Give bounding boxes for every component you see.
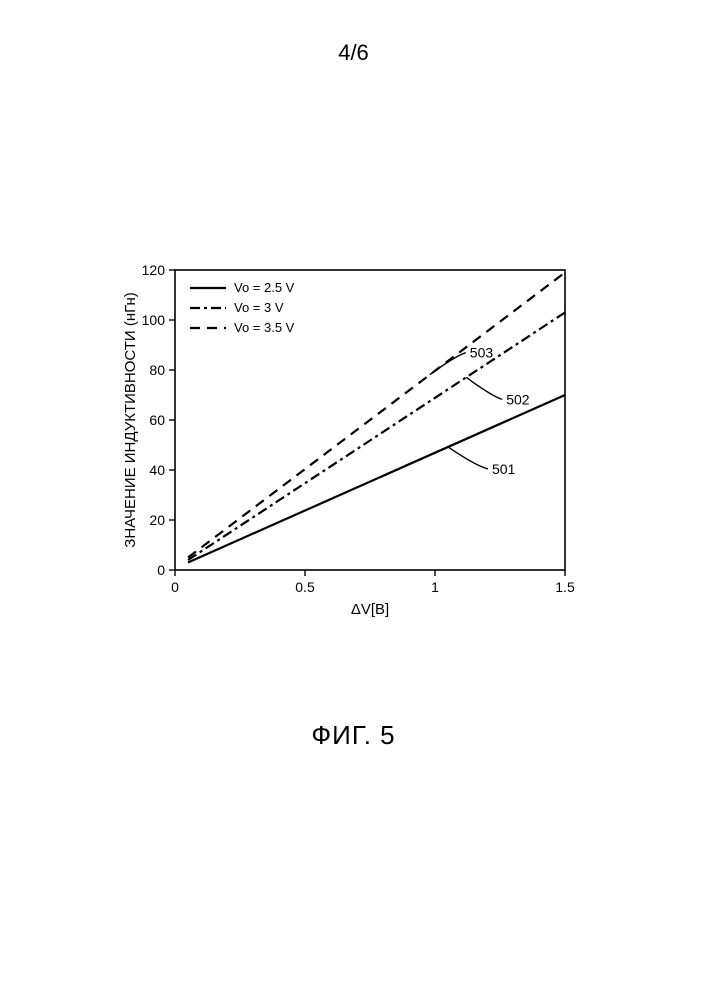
svg-text:Vo = 3 V: Vo = 3 V (234, 300, 284, 315)
svg-text:120: 120 (142, 262, 166, 278)
svg-text:60: 60 (149, 412, 165, 428)
svg-text:100: 100 (142, 312, 166, 328)
svg-text:40: 40 (149, 462, 165, 478)
svg-text:1: 1 (431, 579, 439, 595)
svg-text:0: 0 (157, 562, 165, 578)
svg-text:502: 502 (506, 391, 530, 407)
svg-text:ΔV[B]: ΔV[B] (351, 601, 389, 618)
figure-caption: ФИГ. 5 (0, 720, 707, 751)
page-number: 4/6 (0, 40, 707, 66)
svg-text:503: 503 (470, 345, 494, 361)
svg-text:Vo = 3.5 V: Vo = 3.5 V (234, 320, 295, 335)
svg-text:Vo = 2.5 V: Vo = 2.5 V (234, 280, 295, 295)
svg-text:0: 0 (171, 579, 179, 595)
inductance-chart: 0 0.5 1 1.5 0 20 40 60 80 100 120 ΔV[B] ЗНАЧЕНИЕ ИНД… (120, 260, 590, 630)
svg-text:80: 80 (149, 362, 165, 378)
svg-text:20: 20 (149, 512, 165, 528)
svg-text:1.5: 1.5 (555, 579, 575, 595)
page: 4/6 0 0.5 1 1.5 0 20 40 60 80 100 120 ΔV[B] ЗНАЧЕНИЕ… (0, 0, 707, 1000)
svg-text:501: 501 (492, 461, 516, 477)
chart-container: 0 0.5 1 1.5 0 20 40 60 80 100 120 ΔV[B] ЗНАЧЕНИЕ ИНД… (120, 260, 590, 630)
svg-text:ЗНАЧЕНИЕ ИНДУКТИВНОСТИ (нГн): ЗНАЧЕНИЕ ИНДУКТИВНОСТИ (нГн) (122, 292, 139, 547)
svg-text:0.5: 0.5 (295, 579, 315, 595)
